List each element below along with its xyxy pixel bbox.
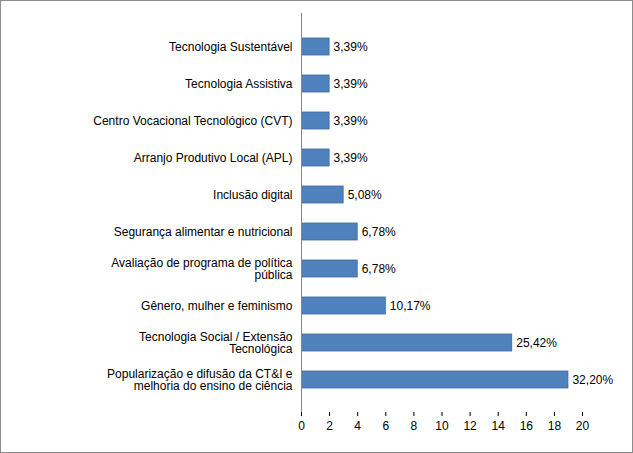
svg-text:14: 14 (492, 419, 506, 433)
svg-text:6,78%: 6,78% (362, 225, 396, 239)
svg-text:16: 16 (520, 419, 534, 433)
svg-text:12: 12 (463, 419, 477, 433)
svg-text:Tecnologia Sustentável: Tecnologia Sustentável (169, 40, 292, 54)
svg-text:Arranjo Produtivo Local (APL): Arranjo Produtivo Local (APL) (134, 151, 293, 165)
svg-text:Tecnologia Assistiva: Tecnologia Assistiva (185, 77, 293, 91)
svg-text:10: 10 (435, 419, 449, 433)
svg-text:0: 0 (298, 419, 305, 433)
svg-text:Popularização e difusão da CT&: Popularização e difusão da CT&I emelhori… (107, 367, 293, 393)
svg-text:Segurança alimentar e nutricio: Segurança alimentar e nutricional (114, 225, 293, 239)
svg-text:2: 2 (326, 419, 333, 433)
svg-text:10,17%: 10,17% (390, 299, 431, 313)
svg-text:3,39%: 3,39% (334, 77, 368, 91)
svg-text:Centro Vocacional Tecnológico: Centro Vocacional Tecnológico (CVT) (93, 114, 292, 128)
svg-text:5,08%: 5,08% (348, 188, 382, 202)
svg-text:20: 20 (576, 419, 590, 433)
svg-text:25,42%: 25,42% (516, 336, 557, 350)
svg-text:Avaliação de programa de polít: Avaliação de programa de políticapública (111, 256, 293, 282)
svg-text:32,20%: 32,20% (572, 373, 613, 387)
svg-text:Gênero, mulher e feminismo: Gênero, mulher e feminismo (141, 299, 293, 313)
svg-text:18: 18 (548, 419, 562, 433)
svg-text:3,39%: 3,39% (334, 114, 368, 128)
svg-text:8: 8 (411, 419, 418, 433)
svg-text:Inclusão digital: Inclusão digital (213, 188, 292, 202)
svg-text:6: 6 (382, 419, 389, 433)
svg-text:3,39%: 3,39% (334, 40, 368, 54)
svg-text:Tecnologia Social / ExtensãoTe: Tecnologia Social / ExtensãoTecnológica (139, 330, 293, 356)
svg-text:4: 4 (354, 419, 361, 433)
svg-text:3,39%: 3,39% (334, 151, 368, 165)
svg-text:6,78%: 6,78% (362, 262, 396, 276)
